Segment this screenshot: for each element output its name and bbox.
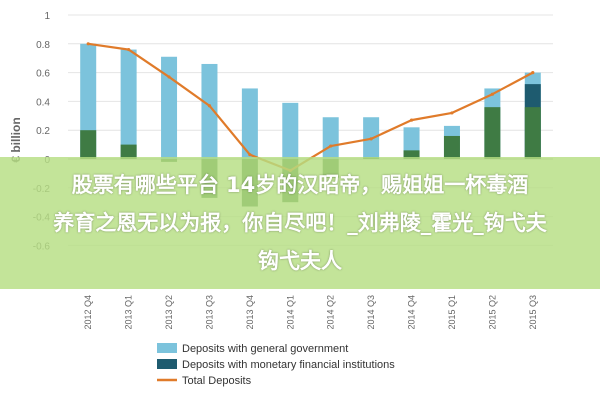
bar-general-government <box>322 117 339 159</box>
total-deposits-point <box>207 104 212 108</box>
x-tick-label: 2015 Q1 <box>447 295 457 330</box>
x-tick-label: 2012 Q4 <box>83 295 93 330</box>
total-deposits-point <box>369 137 373 141</box>
bar-other-deposits <box>403 150 420 159</box>
x-tick-label: 2014 Q1 <box>285 295 295 330</box>
bar-general-government <box>120 49 137 160</box>
total-deposits-point <box>490 92 494 96</box>
y-tick-label: 0.4 <box>36 97 50 108</box>
x-tick-label: 2013 Q1 <box>124 295 134 330</box>
x-tick-label: 2013 Q3 <box>204 295 214 330</box>
y-axis-label: € billion <box>9 117 23 162</box>
x-tick-label: 2013 Q2 <box>164 295 174 330</box>
y-tick-label: 0.2 <box>36 126 50 137</box>
legend-swatch <box>157 343 177 353</box>
legend-swatch <box>157 359 177 369</box>
overlay-line-1: 股票有哪些平台 14岁的汉昭帝，赐姐姐一杯毒酒 <box>71 173 529 197</box>
x-tick-label: 2014 Q3 <box>366 295 376 330</box>
bar-other-deposits <box>484 107 501 159</box>
total-deposits-point <box>329 144 333 148</box>
bar-other-deposits <box>80 130 97 159</box>
total-deposits-line-layer <box>86 42 535 173</box>
y-tick-label: 0.8 <box>36 40 50 51</box>
overlay-banner: 股票有哪些平台 14岁的汉昭帝，赐姐姐一杯毒酒 养育之恩无以为报，你自尽吧！_刘… <box>0 157 600 289</box>
legend-label: Total Deposits <box>182 375 252 387</box>
x-axis-ticks: 2012 Q4 2013 Q1 2013 Q2 2013 Q3 2013 Q4 2014 … <box>83 295 538 330</box>
legend-label: Deposits with general government <box>182 343 348 355</box>
total-deposits-point <box>409 118 414 122</box>
y-tick-label: 1 <box>44 11 50 22</box>
total-deposits-point <box>167 75 171 79</box>
x-tick-label: 2015 Q3 <box>528 295 538 330</box>
x-tick-label: 2015 Q2 <box>487 295 497 330</box>
bar-general-government <box>201 63 218 159</box>
overlay-line-3: 钩弋夫人 <box>258 249 342 273</box>
total-deposits-point <box>531 71 535 75</box>
bar-other-deposits <box>120 144 137 159</box>
overlay-line-2: 养育之恩无以为报，你自尽吧！_刘弗陵_霍光_钩弋夫 <box>53 211 547 235</box>
total-deposits-point <box>86 42 90 46</box>
bar-general-government <box>241 88 258 159</box>
total-deposits-point <box>127 47 131 52</box>
legend-label: Deposits with monetary financial institu… <box>182 359 395 371</box>
total-deposits-point <box>450 111 454 115</box>
x-tick-label: 2014 Q4 <box>407 295 417 330</box>
y-tick-label: 0.6 <box>36 69 50 80</box>
total-deposits-point <box>248 153 252 157</box>
bar-other-deposits <box>524 107 541 159</box>
legend: Deposits with general government Deposits… <box>157 343 395 387</box>
x-tick-label: 2013 Q4 <box>245 295 255 330</box>
total-deposits-line <box>88 42 534 172</box>
bar-other-deposits <box>443 135 460 159</box>
bar-general-government <box>282 102 299 159</box>
bar-general-government <box>161 56 178 160</box>
x-tick-label: 2014 Q2 <box>326 295 336 330</box>
